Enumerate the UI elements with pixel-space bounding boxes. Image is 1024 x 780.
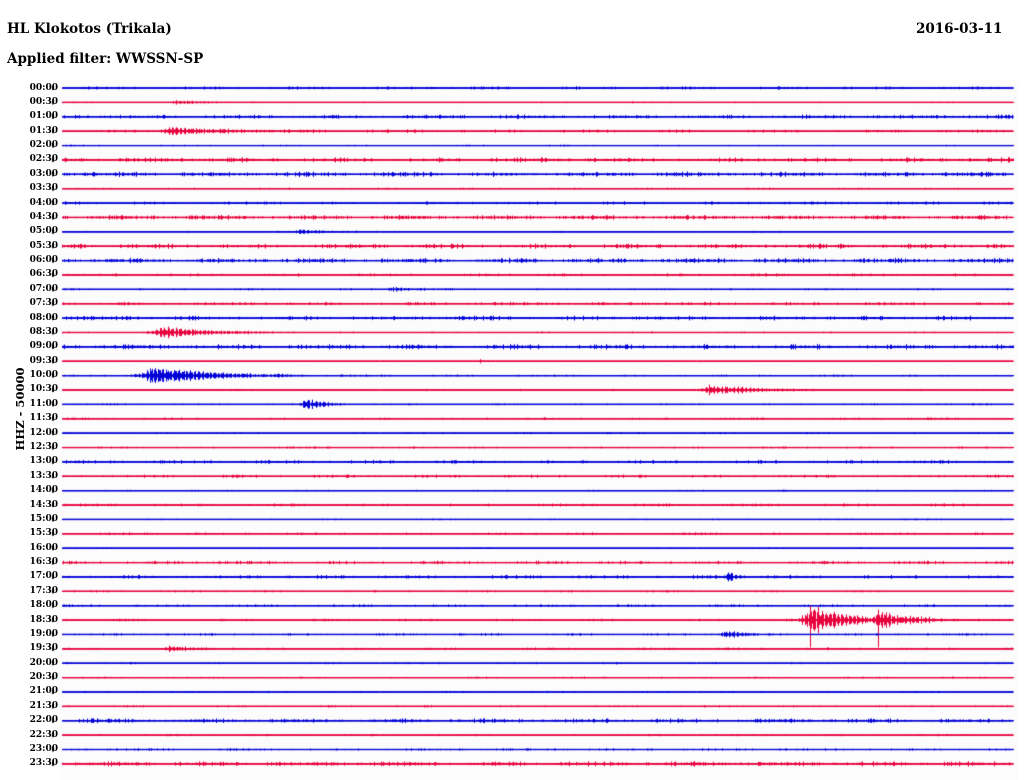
helicorder-plot (0, 0, 1024, 780)
helicorder-page: HL Klokotos (Trikala) Applied filter: WW… (0, 0, 1024, 780)
